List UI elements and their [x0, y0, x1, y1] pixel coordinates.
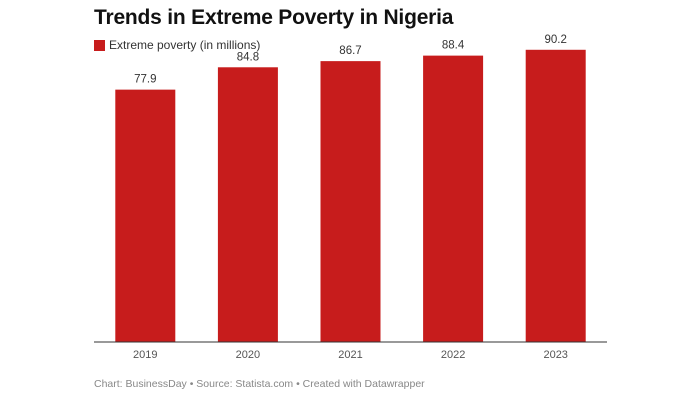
x-tick-label: 2023 [543, 349, 567, 361]
bar [320, 61, 381, 343]
legend-swatch [94, 39, 105, 51]
bar [423, 55, 484, 342]
bar [217, 67, 278, 343]
legend-label: Extreme poverty (in millions) [109, 38, 261, 52]
bar [115, 89, 176, 342]
chart-footer: Chart: BusinessDay • Source: Statista.co… [94, 378, 425, 390]
x-tick-label: 2021 [338, 349, 362, 361]
data-label: 86.7 [339, 45, 361, 57]
data-label: 77.9 [134, 74, 156, 86]
x-tick-label: 2020 [236, 349, 260, 361]
bar [525, 49, 586, 343]
data-label: 88.4 [442, 40, 465, 52]
x-tick-label: 2019 [133, 349, 157, 361]
data-label: 84.8 [237, 51, 259, 63]
x-tick-label: 2022 [441, 349, 465, 361]
data-label: 90.2 [545, 34, 567, 46]
chart-title: Trends in Extreme Poverty in Nigeria [94, 6, 454, 29]
legend: Extreme poverty (in millions) [94, 38, 260, 52]
